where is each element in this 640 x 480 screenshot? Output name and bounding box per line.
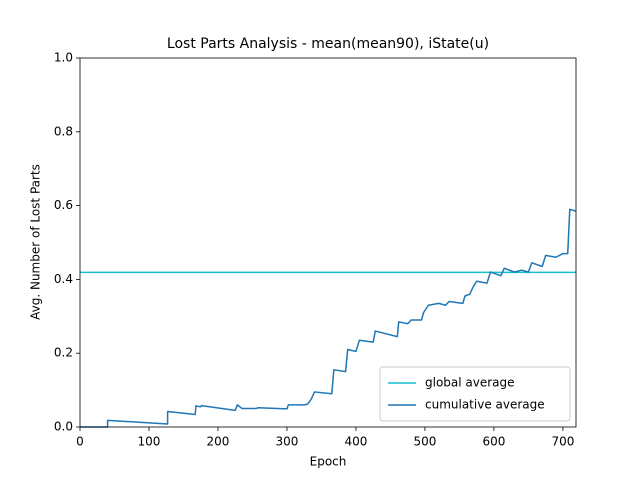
x-tick-label: 300 — [276, 435, 299, 449]
x-tick-label: 700 — [551, 435, 574, 449]
x-tick-label: 600 — [482, 435, 505, 449]
y-tick-label: 0.0 — [54, 420, 73, 434]
legend-box — [379, 366, 571, 422]
x-tick-label: 100 — [138, 435, 161, 449]
y-tick-label: 0.6 — [54, 198, 73, 212]
y-axis-label: Avg. Number of Lost Parts — [29, 164, 43, 320]
data-line — [80, 208, 577, 428]
x-tick-label: 0 — [76, 435, 84, 449]
chart-title: Lost Parts Analysis - mean(mean90), iSta… — [167, 36, 489, 52]
y-tick-label: 1.0 — [54, 51, 73, 65]
y-tick-label: 0.2 — [54, 346, 73, 360]
plot-frame — [79, 57, 577, 428]
legend-label: global average — [425, 376, 515, 390]
x-axis-label: Epoch — [310, 455, 347, 469]
y-tick-label: 0.4 — [54, 272, 73, 286]
legend-label: cumulative average — [425, 398, 545, 412]
x-tick-label: 500 — [413, 435, 436, 449]
y-tick-label: 0.8 — [54, 124, 73, 138]
x-tick-label: 200 — [207, 435, 230, 449]
x-tick-label: 400 — [344, 435, 367, 449]
